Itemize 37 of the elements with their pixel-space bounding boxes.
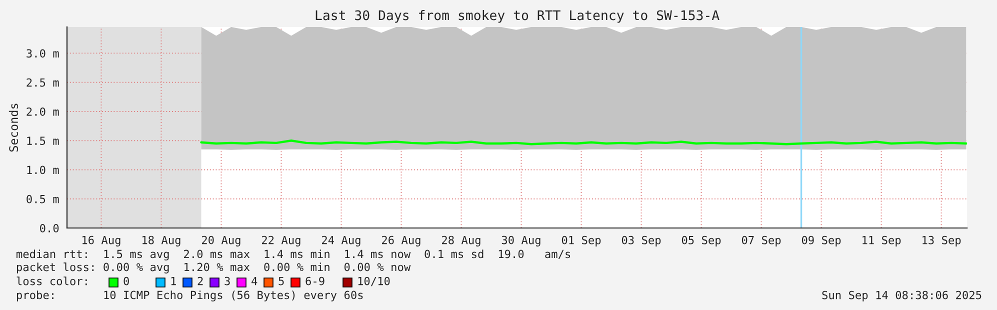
y-tick-label: 0.5 m	[26, 194, 59, 204]
x-tick-label: 28 Aug	[442, 236, 480, 246]
x-tick-label: 05 Sep	[682, 236, 721, 246]
text: Sun Sep 14 08:38:06 2025	[822, 290, 982, 302]
text: loss color:	[16, 276, 87, 286]
text: 6-9	[306, 276, 324, 286]
y-tick-label: 0.0	[40, 224, 59, 232]
text: 10/10	[358, 276, 390, 286]
text: median rtt: 1.5 ms avg 2.0 ms max 1.4 ms min 1.4 ms now 0.1 ms sd 19.0 am/s	[16, 250, 570, 260]
x-tick-label: 11 Sep	[862, 236, 901, 246]
text: packet loss: 0.00 % avg 1.20 % max 0.00 % min 0.00 % now	[16, 262, 411, 274]
text: 1	[171, 276, 176, 286]
x-tick-label: 24 Aug	[322, 236, 360, 246]
y-tick-label: 2.0 m	[26, 107, 59, 116]
x-tick-label: 01 Sep	[562, 236, 601, 246]
x-tick-label: 22 Aug	[262, 236, 300, 246]
y-tick-label: 1.5 m	[27, 136, 59, 146]
text: 3	[224, 276, 230, 286]
text: 2	[198, 276, 203, 286]
x-tick-label: 16 Aug	[82, 236, 120, 246]
y-tick-label: 3.0 m	[26, 49, 59, 58]
x-tick-label: 13 Sep	[922, 236, 961, 246]
x-tick-label: 30 Aug	[502, 236, 540, 246]
x-tick-label: 26 Aug	[382, 236, 420, 246]
y-tick-label: 2.5 m	[26, 78, 59, 87]
x-tick-label: 20 Aug	[202, 236, 240, 246]
text: 5	[278, 276, 284, 286]
x-tick-label: 09 Sep	[802, 236, 841, 246]
text: 4	[252, 276, 258, 286]
chart-title: Last 30 Days from smokey to RTT Latency to SW-153-A	[316, 10, 720, 23]
text: 0	[124, 276, 129, 286]
y-tick-label: 1.0 m	[27, 166, 59, 174]
text: probe: 10 ICMP Echo Pings (56 Bytes) every 60s	[16, 290, 363, 302]
x-tick-label: 07 Sep	[742, 236, 781, 246]
y-axis-title: Seconds	[8, 104, 18, 152]
x-tick-label: 03 Sep	[622, 236, 661, 246]
x-tick-label: 18 Aug	[142, 236, 180, 246]
